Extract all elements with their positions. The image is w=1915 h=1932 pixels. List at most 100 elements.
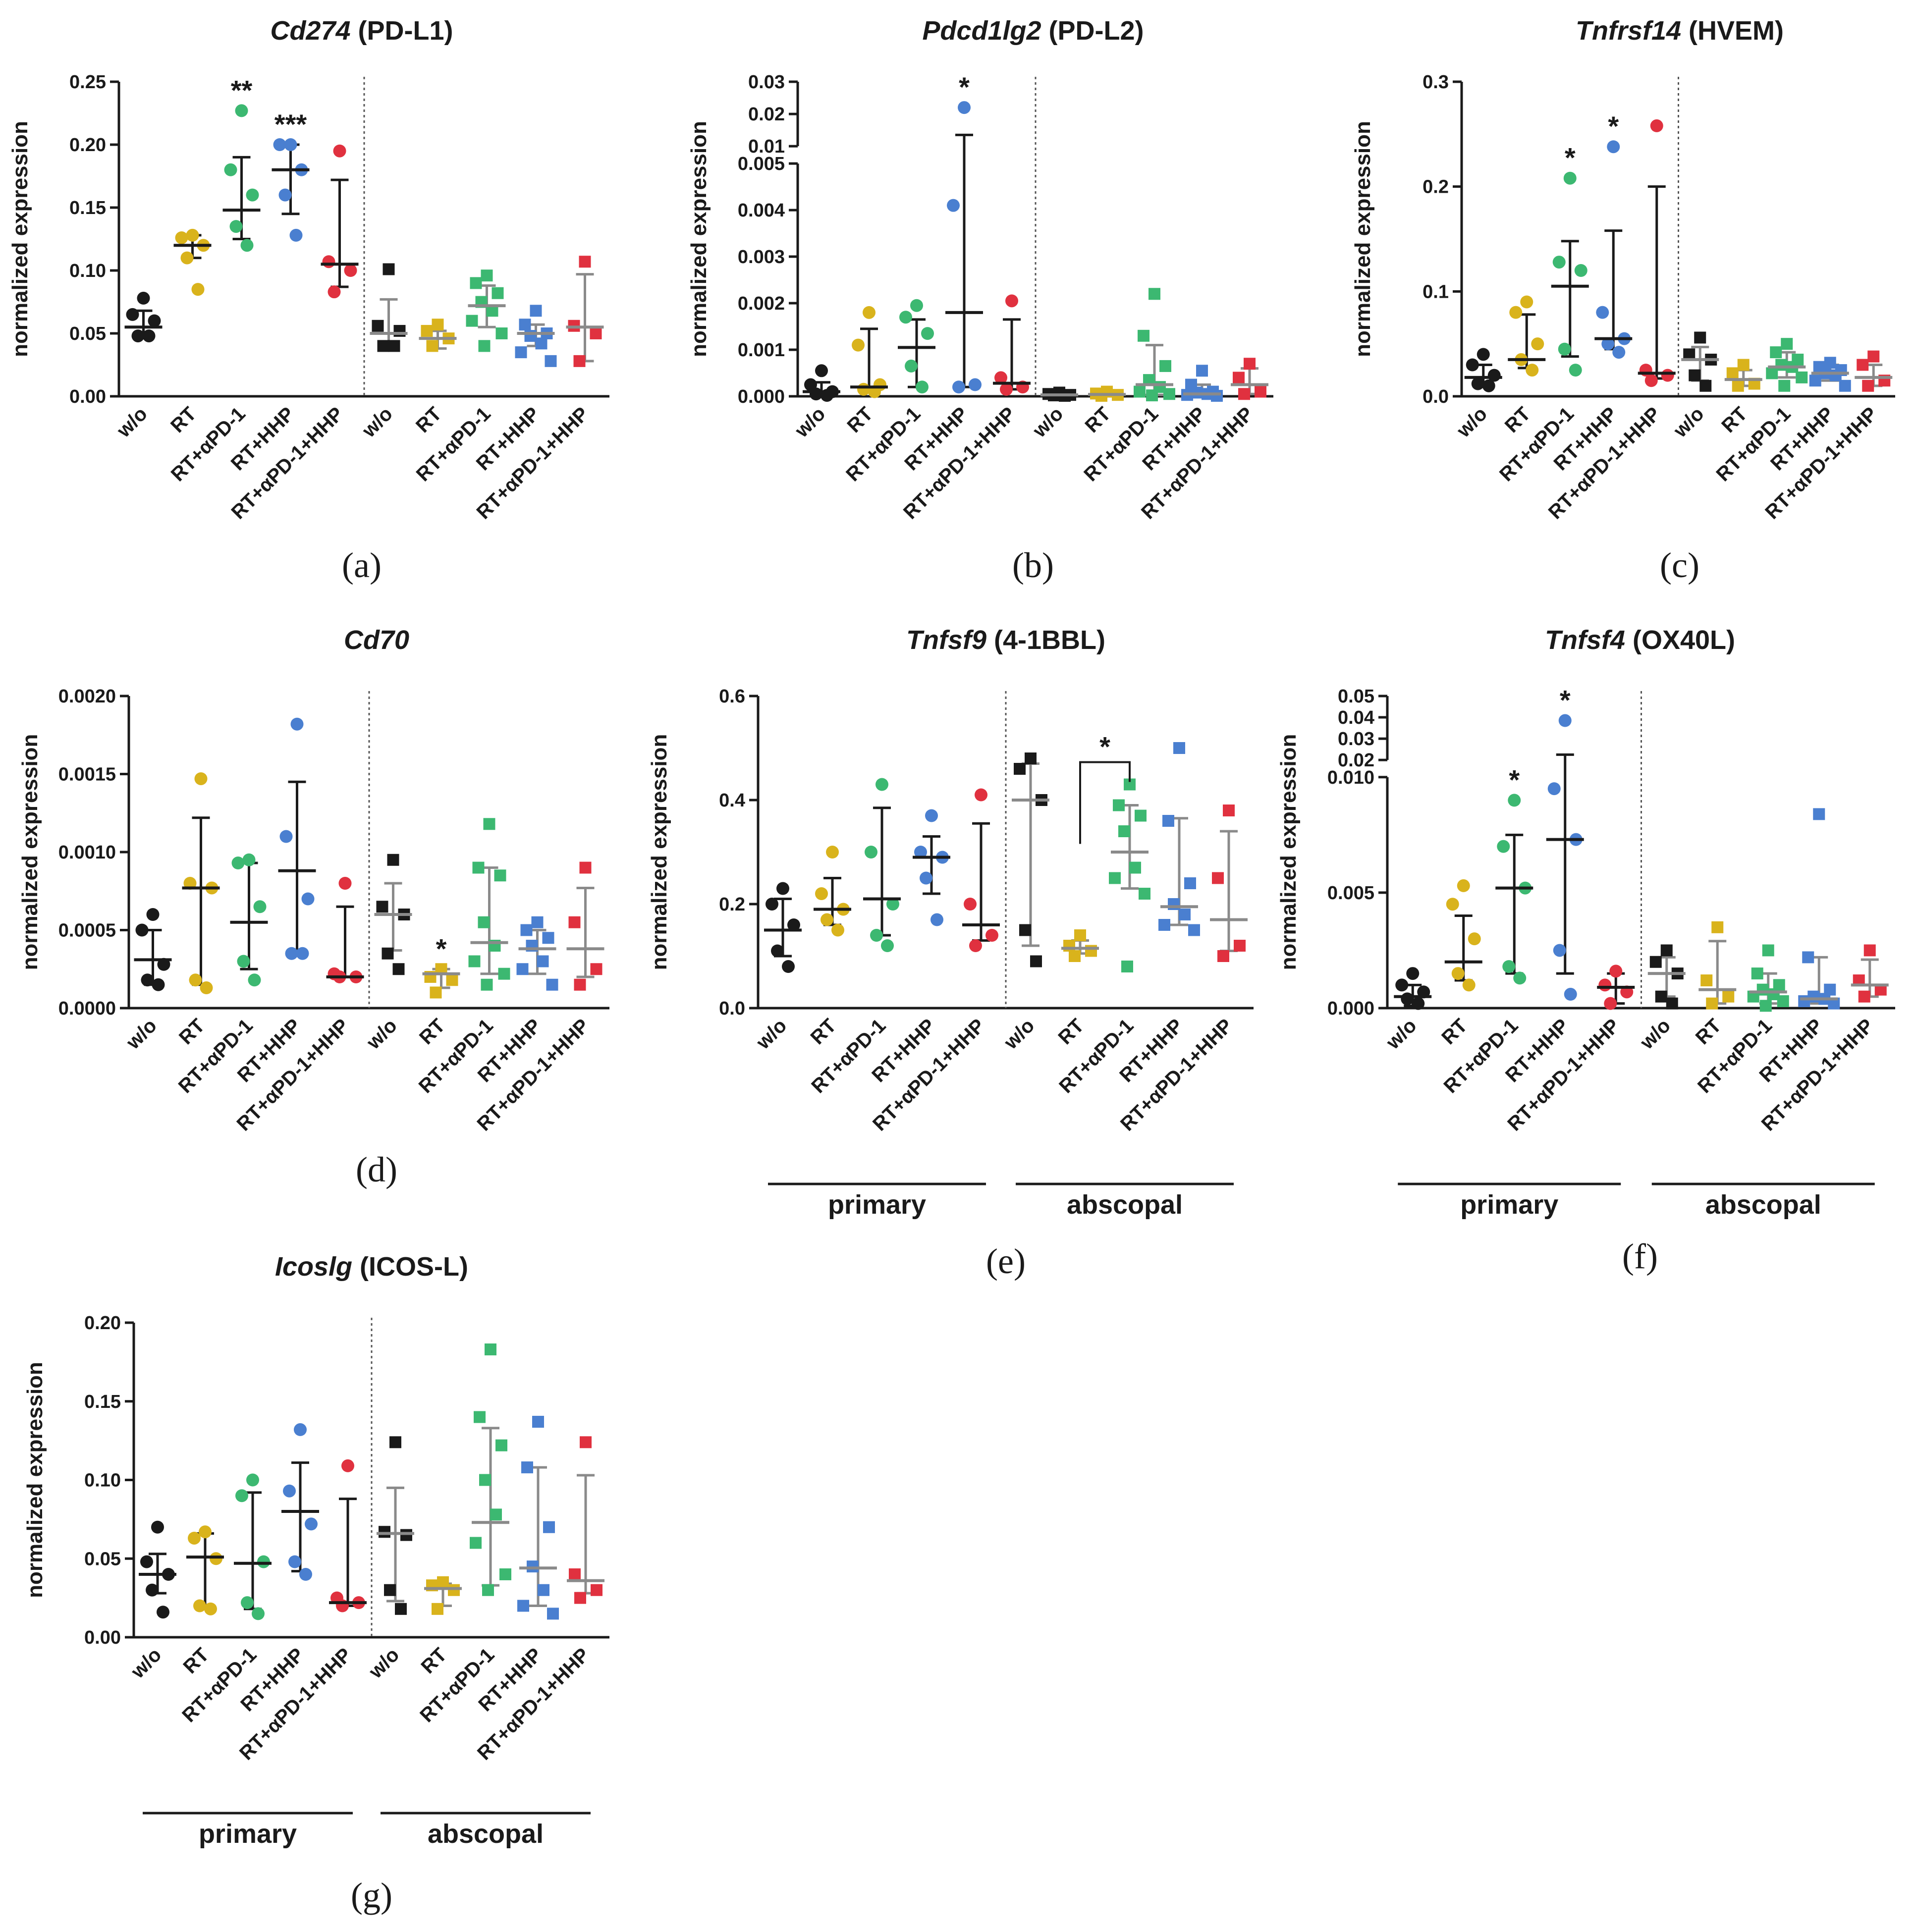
data-point [191, 283, 205, 296]
y-tick-label: 0.0 [1423, 386, 1449, 407]
category-label: w/o [1669, 403, 1708, 442]
category-label: w/o [790, 403, 829, 442]
data-point [1471, 377, 1484, 390]
panel-title: Tnfsf9 (4-1BBL) [906, 625, 1105, 655]
data-point [547, 1608, 559, 1620]
y-tick-label: 0.001 [738, 340, 785, 361]
data-point [1699, 379, 1712, 392]
y-axis-label: normalized expression [8, 121, 32, 357]
data-point [241, 1596, 254, 1610]
significance-marker: * [1608, 110, 1619, 142]
data-point [1644, 374, 1658, 387]
data-point [516, 963, 529, 975]
data-point [1737, 359, 1750, 371]
category-label: w/o [122, 1015, 161, 1054]
data-point [905, 359, 918, 373]
data-point [388, 340, 400, 352]
significance-marker: * [436, 933, 447, 964]
data-point [376, 901, 388, 913]
data-point [921, 327, 934, 340]
panel-label: (d) [356, 1150, 397, 1189]
data-point [333, 144, 346, 158]
panel-a: Cd274 (PD-L1) 0.00 0.05 0.10 0.15 0.20 0.25 nor… [8, 16, 609, 585]
data-point [1862, 379, 1874, 392]
data-point [1502, 960, 1516, 973]
data-point [1598, 978, 1612, 992]
data-point [1564, 988, 1577, 1001]
data-point [479, 1474, 491, 1486]
data-point [517, 1600, 529, 1612]
data-point [520, 924, 533, 936]
data-point [492, 287, 504, 299]
data-point [495, 327, 508, 339]
data-point [815, 364, 828, 377]
data-point [870, 929, 883, 942]
data-point [242, 853, 256, 866]
data-point [1751, 967, 1763, 980]
data-point [248, 973, 261, 987]
data-point [969, 939, 982, 952]
data-point [446, 974, 458, 986]
data-point [1233, 372, 1245, 384]
data-point [1188, 924, 1200, 936]
data-point [1766, 367, 1778, 379]
y-tick-label: 0.000 [738, 386, 785, 407]
data-point [1482, 379, 1495, 392]
data-point [478, 916, 490, 928]
data-point [200, 981, 213, 995]
y-tick-label: 0.3 [1423, 72, 1449, 93]
data-point [252, 1607, 265, 1620]
y-tick-label: 0.002 [738, 293, 785, 314]
title-gene: Cd274 [270, 16, 350, 46]
data-point [530, 305, 542, 317]
data-point [1412, 997, 1425, 1010]
y-tick-label: 0.0020 [58, 686, 116, 707]
title-protein: (PD-L1) [351, 16, 453, 46]
data-point [246, 188, 259, 202]
data-point [776, 882, 789, 895]
data-point [1558, 342, 1571, 356]
title-gene: Pdcd1lg2 [922, 16, 1041, 46]
data-point [527, 1560, 539, 1573]
data-point [1732, 379, 1744, 392]
data-point [1809, 375, 1821, 387]
significance-marker: * [1565, 142, 1576, 173]
group-label-abscopal: abscopal [428, 1819, 544, 1849]
group-label-primary: primary [1460, 1190, 1558, 1220]
data-point [1134, 385, 1146, 398]
data-point [546, 978, 558, 991]
category-label: RT [807, 1015, 841, 1049]
data-point [515, 346, 527, 359]
y-tick-label: 0.2 [1423, 177, 1449, 198]
data-point [1829, 369, 1842, 381]
data-point [278, 188, 292, 202]
y-tick-label: 0.20 [69, 135, 106, 156]
data-point [146, 908, 160, 921]
data-point [1796, 371, 1808, 383]
data-point [1531, 337, 1544, 351]
panel-label: (f) [1622, 1236, 1658, 1276]
data-point [289, 228, 303, 242]
data-point [204, 1602, 217, 1615]
data-point [857, 382, 870, 396]
y-tick-label: 0.0015 [58, 764, 116, 785]
data-point [1711, 921, 1724, 933]
data-point [1770, 346, 1782, 359]
data-point [1813, 808, 1825, 820]
data-point [1466, 358, 1479, 372]
data-point [288, 1555, 301, 1568]
data-point [787, 918, 800, 931]
data-point [141, 973, 154, 987]
data-point [1857, 359, 1869, 371]
panel-label: (a) [342, 545, 382, 585]
data-point [322, 255, 335, 268]
y-tick-label: 0.20 [84, 1313, 121, 1334]
data-point [863, 306, 875, 319]
y-tick-label: 0.000 [1327, 998, 1374, 1019]
data-point [470, 1537, 482, 1549]
data-point [382, 947, 394, 960]
data-point [521, 1461, 533, 1474]
data-point [1446, 898, 1459, 911]
data-point [815, 887, 828, 900]
